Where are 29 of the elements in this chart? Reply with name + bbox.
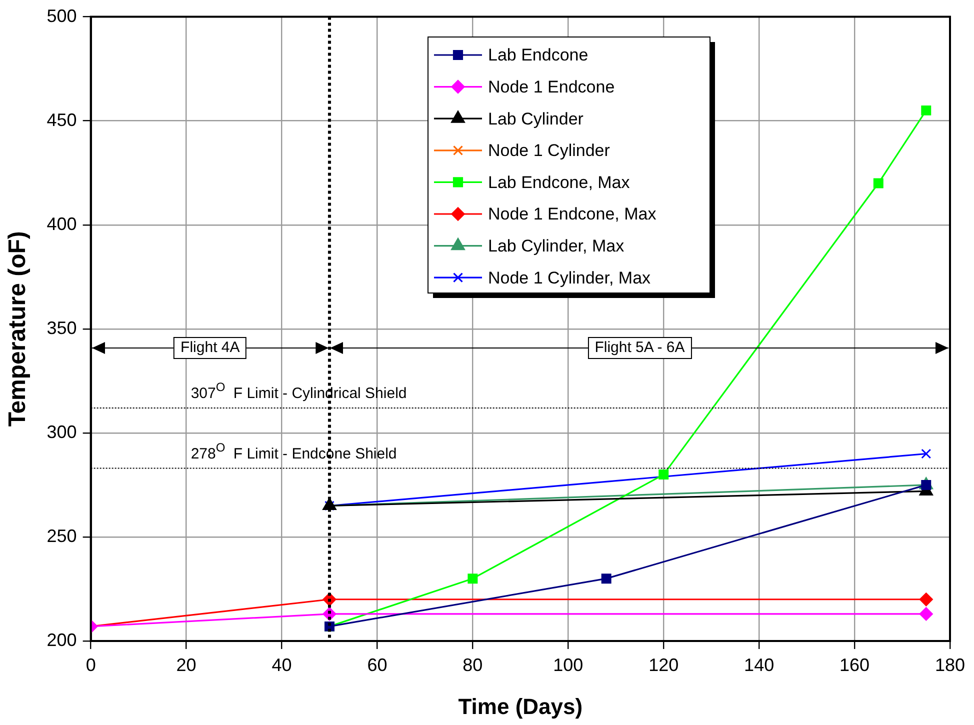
x-tick-label: 80: [462, 654, 483, 675]
y-tick-label: 250: [46, 526, 77, 546]
legend-label: Lab Endcone: [488, 46, 588, 65]
x-tick-label: 100: [553, 654, 584, 675]
legend-label: Lab Cylinder: [488, 109, 584, 128]
y-axis-title: Temperature (oF): [4, 231, 32, 427]
x-tick-label: 120: [648, 654, 679, 675]
x-tick-label: 140: [744, 654, 774, 675]
annotation: Flight 5A - 6A: [588, 336, 692, 359]
y-tick-label: 200: [46, 630, 77, 650]
y-tick-label: 300: [46, 422, 77, 442]
legend-label: Lab Cylinder, Max: [488, 236, 625, 256]
y-tick-label: 450: [46, 110, 77, 130]
x-tick-label: 0: [86, 654, 96, 675]
legend-label: Lab Endcone, Max: [488, 172, 630, 192]
legend-label: Node 1 Cylinder: [488, 141, 610, 160]
y-tick-label: 500: [46, 6, 77, 26]
annotation: Flight 4A: [174, 336, 247, 359]
x-tick-label: 20: [176, 654, 196, 675]
y-tick-label: 350: [46, 318, 77, 338]
x-tick-label: 160: [840, 654, 870, 675]
x-tick-label: 40: [272, 654, 292, 675]
x-tick-label: 60: [367, 654, 388, 675]
legend-label: Node 1 Endcone: [488, 77, 615, 96]
x-tick-label: 180: [934, 654, 966, 675]
legend-label: Node 1 Cylinder, Max: [488, 268, 652, 288]
y-tick-label: 400: [46, 214, 77, 234]
x-axis-title: Time (Days): [458, 694, 583, 719]
legend-label: Node 1 Endcone, Max: [488, 204, 657, 224]
